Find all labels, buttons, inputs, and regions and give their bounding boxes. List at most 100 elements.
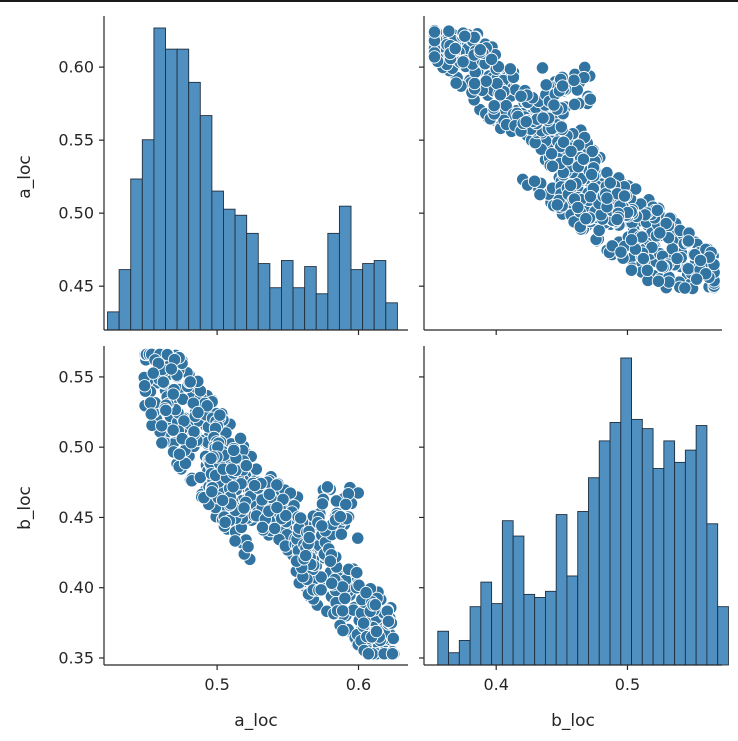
a-loc-hist-bar [385,302,398,331]
panel-ba-point [385,647,400,661]
panel-ba-point [224,462,239,476]
panel-ba-point [177,414,191,428]
panel-ab-point [456,55,470,69]
a-loc-hist-bar [362,263,375,331]
y-axis-label-b-loc: b_loc [15,486,35,530]
panel-ab-point [490,76,504,91]
panel-ba-point [204,451,218,465]
b-loc-hist-bar [641,428,654,666]
panel-ba-point [262,487,277,501]
panel-ba-point [299,548,313,563]
panel-ba-point [143,396,158,410]
panel-ba-point [325,576,339,590]
panel-ab-point [493,88,507,102]
panel-ab-point [571,200,585,215]
panel-ba-point [270,500,284,515]
panel-ba-point [255,520,270,535]
panel-ba-point [156,375,170,389]
panel-ab-point [659,216,673,231]
a-loc-hist-bar [153,27,166,331]
panel-ab-point [487,99,501,113]
panel-b-loc-histogram: 0.4 0.5 [419,346,729,694]
panel-ba-ytick-label: 0.40 [58,578,94,597]
panel-ba-point [293,511,308,525]
panel-ab-point [579,212,593,226]
panel-ba-point [200,399,214,413]
b-loc-hist-bar [663,440,676,666]
panel-ba-point [213,408,227,422]
panel-ba-point [241,540,255,554]
panel-ab-point [547,98,561,112]
a-loc-hist-bar [234,214,248,331]
panel-ba-point [302,530,316,545]
panel-ab-point [564,144,578,159]
panel-ba-point [237,501,251,515]
panel-aa-ytick-label: 0.55 [58,131,94,150]
a-loc-hist-bar [223,208,236,331]
b-loc-hist-bar [566,575,579,666]
panel-ab-point [467,76,482,91]
panel-ab-point [670,251,684,266]
b-loc-hist-bar [544,590,557,666]
panel-ab-point [539,78,553,92]
panel-ab-point [484,52,499,66]
panel-ba-point [227,443,241,457]
panel-ab-point [636,251,651,266]
panel-ab-point [576,152,591,166]
panel-ba-ytick-label: 0.45 [58,508,94,527]
panel-ba-point [166,387,180,401]
panel-ab-point [603,176,617,190]
panel-ab-point [514,89,528,103]
a-loc-hist-bar [292,287,306,331]
panel-ba-point [359,586,373,600]
panel-ba-point [183,375,197,389]
panel-ba-point [333,509,347,524]
panel-ba-point [334,527,349,541]
panel-ba-point [323,554,337,568]
panel-ba-point [166,423,180,437]
a-loc-hist-bar [141,139,155,331]
panel-ba-point [191,405,205,420]
b-loc-hist-bar [674,461,686,666]
panel-ba-point [226,480,240,494]
panel-aa-ytick-label: 0.50 [58,204,94,223]
panel-ba-point [144,407,158,421]
panel-ba-point [356,616,371,630]
panel-ba-point [361,647,376,661]
panel-ba-point [155,436,169,450]
panel-ba-ytick-label: 0.35 [58,648,94,667]
b-loc-hist-bar [491,603,503,666]
panel-ab-point [519,115,533,129]
top-border [0,0,738,2]
b-loc-hist-bar [598,440,611,666]
panel-ba-point [315,519,329,533]
panel-ab-point [527,174,542,188]
b-loc-hist-bar [501,520,514,666]
b-loc-hist-bar [717,606,729,666]
panel-ba-xtick-label: 0.5 [204,675,229,694]
b-loc-hist-bar [469,606,482,666]
panel-ba-ytick-label: 0.50 [58,438,94,457]
panel-ba-point [268,521,282,536]
panel-ab-point [458,29,472,43]
x-axis-label-a-loc: a_loc [234,711,277,731]
panel-ba-point [335,604,350,618]
panel-ab-point [650,203,665,218]
panel-ab-point [624,263,639,277]
panel-ab-point [442,24,456,38]
panel-ab-point [583,92,598,106]
a-loc-hist-bar [269,287,282,331]
panel-ab-point [556,135,571,149]
b-loc-hist-bar [631,418,643,666]
a-loc-hist-bar [130,178,143,331]
panel-ba-point [350,565,364,580]
panel-aa-ytick-label: 0.45 [58,277,94,296]
panel-ba-point [386,631,400,646]
panel-ba-point [137,379,152,393]
panel-ba-point [315,497,330,511]
a-loc-hist-bar [199,115,213,331]
panel-ab-point [640,263,655,278]
panel-ab-point [678,281,692,295]
panel-a-loc-histogram: 0.45 0.50 0.55 0.60 [58,16,408,335]
panel-ab-point [544,147,559,161]
